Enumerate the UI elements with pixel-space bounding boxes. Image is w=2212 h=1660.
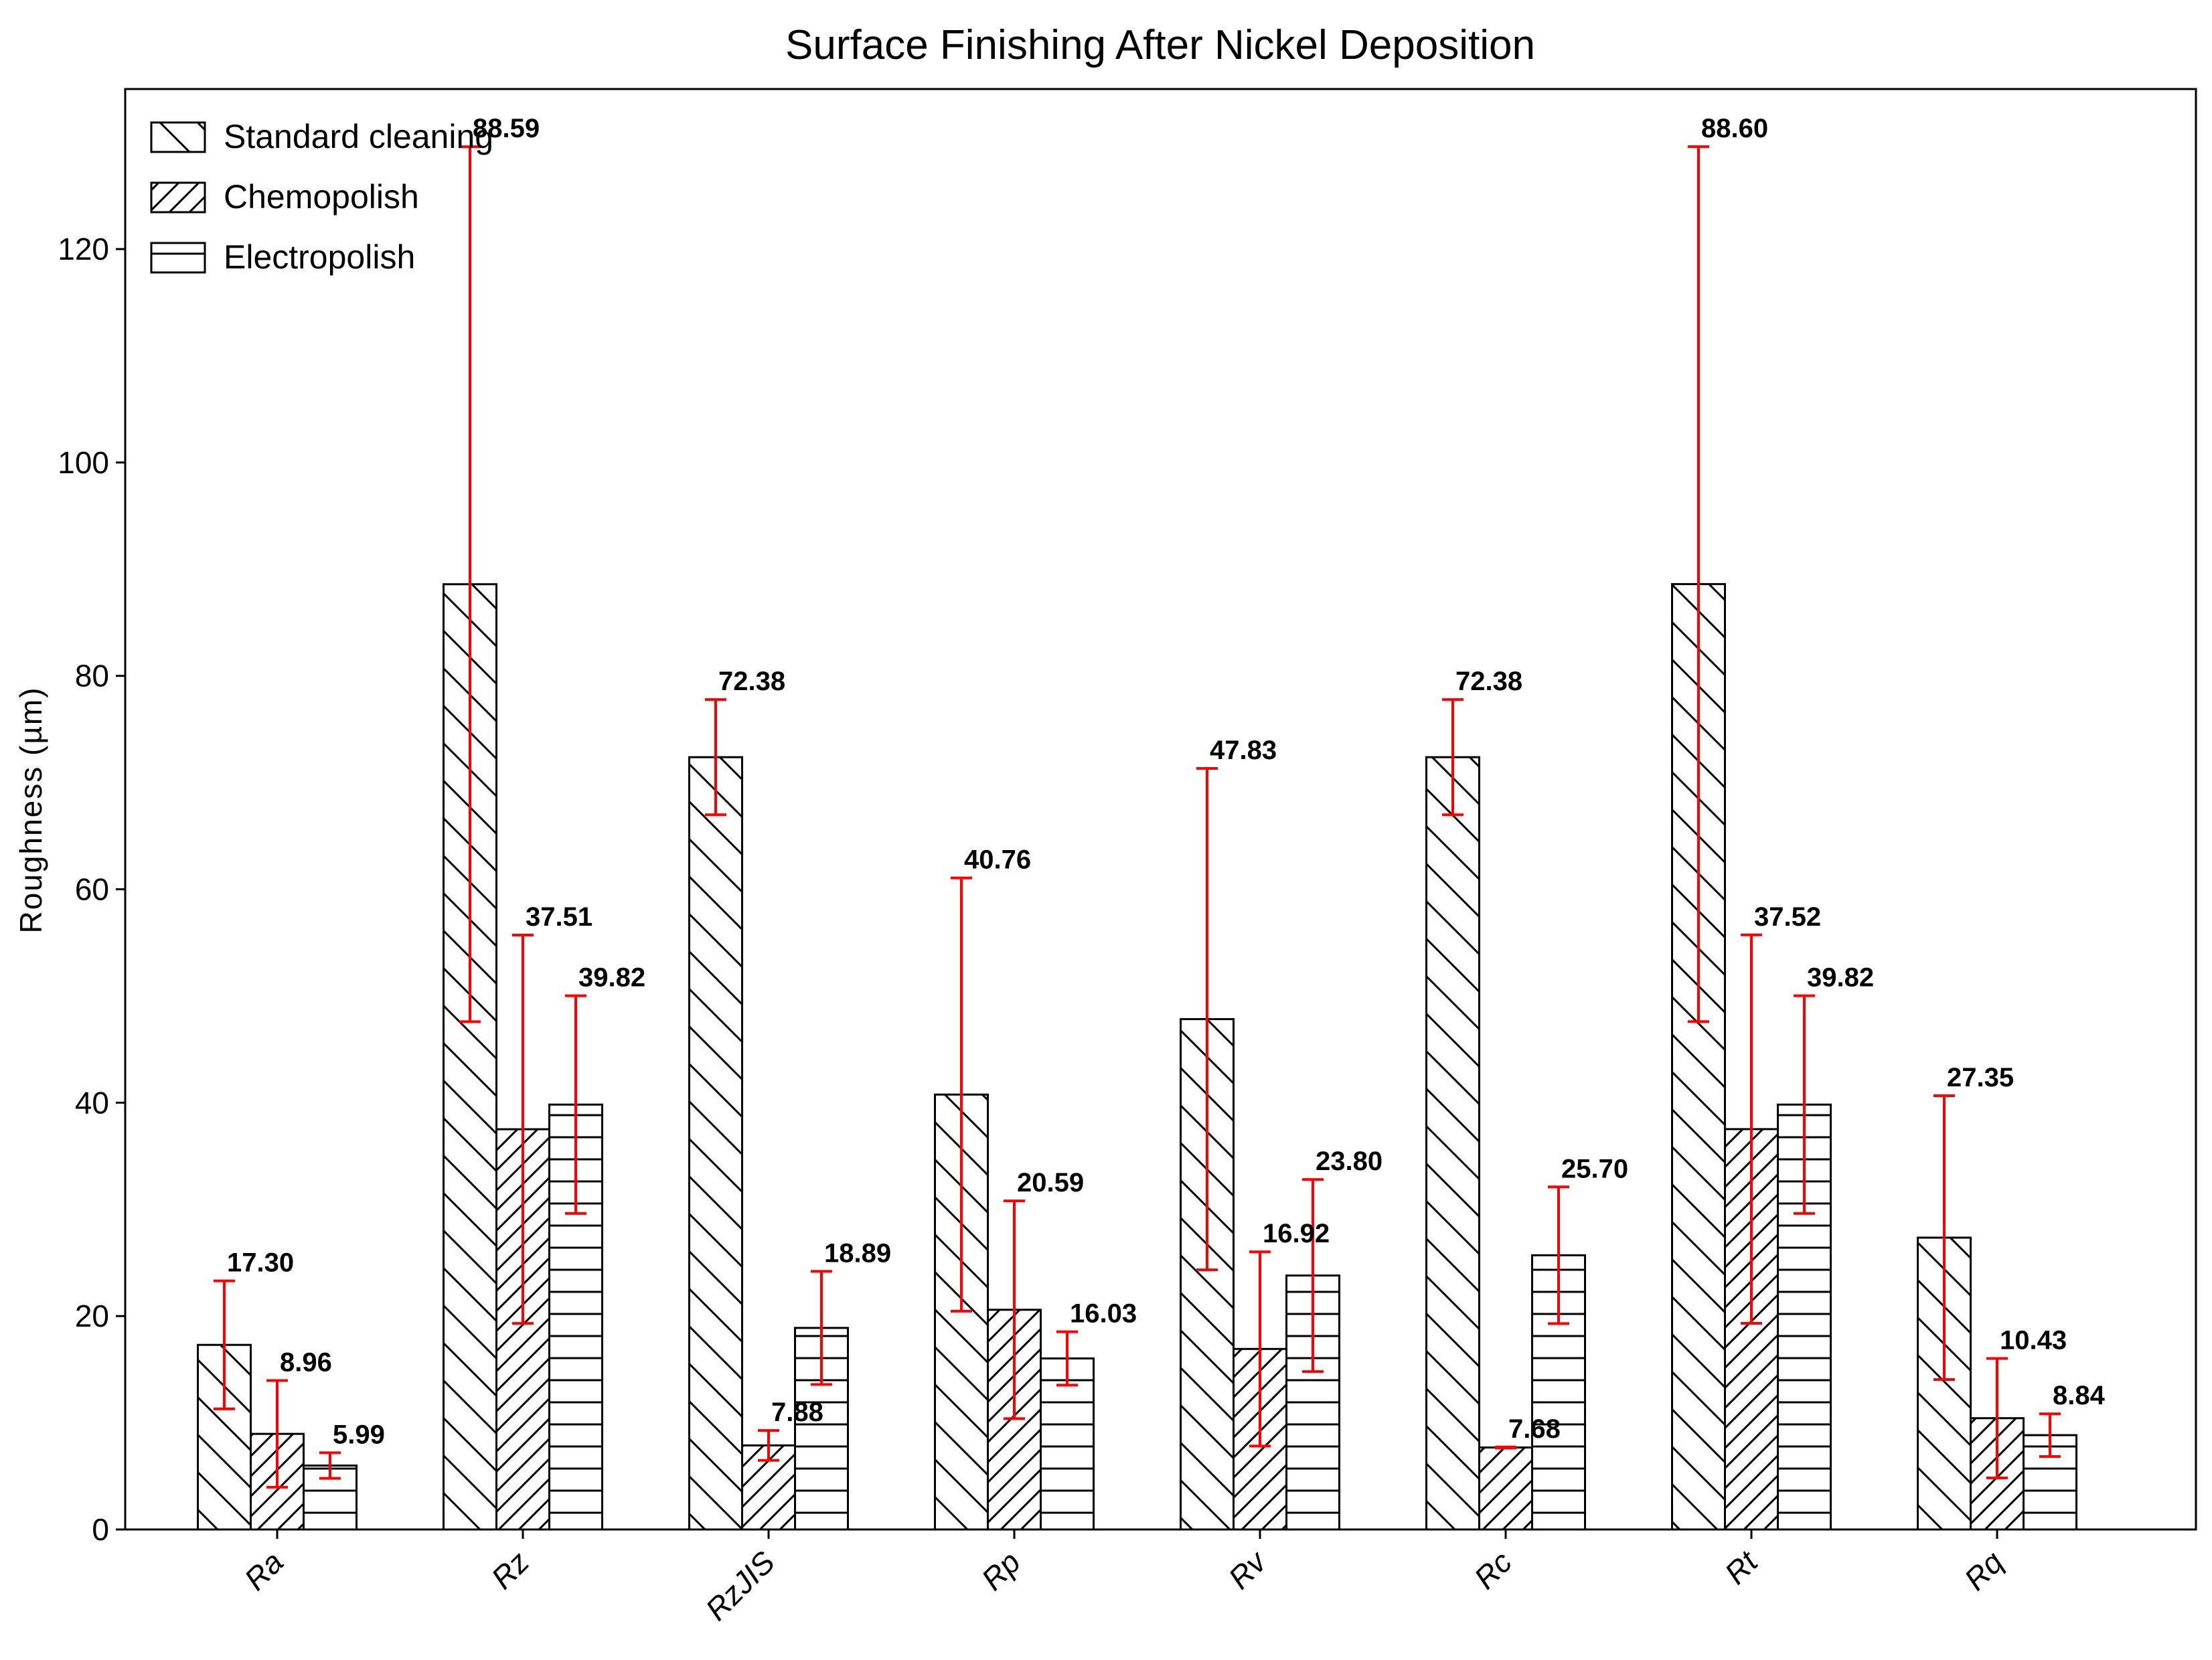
data-label-electropolish-rp: 16.03 <box>1070 1299 1137 1329</box>
error-bar-standard-cleaning-rq <box>1933 1094 1955 1382</box>
bar-electropolish-rp <box>1040 1357 1095 1531</box>
data-label-standard-cleaning-rc: 72.38 <box>1455 667 1522 696</box>
error-bar-standard-cleaning-rp <box>951 876 972 1313</box>
error-bar-electropolish-rp <box>1056 1330 1078 1387</box>
error-bar-chemopolish-rv <box>1249 1250 1271 1448</box>
bar-electropolish-rzjis <box>794 1327 849 1531</box>
y-tick-label: 0 <box>92 1512 109 1547</box>
y-tick-label: 80 <box>75 659 109 693</box>
error-bar-chemopolish-rq <box>1986 1357 2008 1480</box>
data-label-standard-cleaning-rzjis: 72.38 <box>718 667 785 696</box>
error-bar-electropolish-rzjis <box>811 1270 832 1386</box>
data-label-chemopolish-rz: 37.51 <box>526 902 592 932</box>
legend: Standard cleaning Chemopolish Electropolis… <box>150 118 493 276</box>
error-bar-electropolish-rv <box>1302 1178 1324 1374</box>
legend-swatch-chemopolish <box>150 181 206 214</box>
data-label-standard-cleaning-rt: 88.60 <box>1701 114 1768 143</box>
error-bar-electropolish-rc <box>1548 1185 1569 1325</box>
bar-standard-cleaning-rc <box>1425 756 1480 1531</box>
y-tick-label: 120 <box>58 232 109 266</box>
x-tick-label-rq: Rq <box>1958 1544 2010 1597</box>
legend-label-standard-cleaning: Standard cleaning <box>224 118 493 155</box>
data-label-chemopolish-rv: 16.92 <box>1263 1219 1330 1248</box>
y-tick-label: 60 <box>75 872 109 907</box>
y-axis-label: Roughness (µm) <box>13 687 48 934</box>
x-tick-label-rz: Rz <box>485 1544 536 1596</box>
error-bar-electropolish-rz <box>565 994 586 1215</box>
data-label-electropolish-rzjis: 18.89 <box>824 1238 891 1268</box>
x-tick-label-rp: Rp <box>975 1544 1027 1596</box>
data-label-standard-cleaning-rq: 27.35 <box>1947 1063 2014 1092</box>
error-bar-chemopolish-rzjis <box>758 1429 779 1462</box>
error-bar-standard-cleaning-rz <box>459 145 481 1023</box>
legend-label-chemopolish: Chemopolish <box>224 178 419 216</box>
data-label-chemopolish-rt: 37.52 <box>1754 902 1821 932</box>
legend-swatch-standard-cleaning <box>150 121 206 153</box>
error-bar-standard-cleaning-rv <box>1196 766 1218 1272</box>
data-label-electropolish-rq: 8.84 <box>2053 1381 2106 1410</box>
legend-swatch-electropolish <box>150 242 206 274</box>
error-bar-chemopolish-rp <box>1004 1199 1025 1420</box>
data-label-standard-cleaning-rz: 88.59 <box>473 114 540 143</box>
data-label-electropolish-rc: 25.70 <box>1561 1154 1628 1183</box>
x-tick-label-rc: Rc <box>1468 1544 1519 1596</box>
legend-label-electropolish: Electropolish <box>224 238 415 276</box>
data-label-chemopolish-rzjis: 7.88 <box>771 1398 823 1427</box>
data-label-standard-cleaning-rp: 40.76 <box>964 845 1031 875</box>
data-label-electropolish-rt: 39.82 <box>1807 963 1874 993</box>
data-label-chemopolish-rc: 7.68 <box>1508 1414 1561 1444</box>
error-bar-electropolish-rq <box>2039 1412 2061 1458</box>
plot-frame <box>124 88 2197 1531</box>
error-bar-chemopolish-rt <box>1741 933 1762 1325</box>
error-bar-standard-cleaning-rzjis <box>705 698 726 817</box>
data-label-chemopolish-rq: 10.43 <box>2000 1325 2067 1355</box>
bar-chemopolish-rc <box>1478 1446 1533 1531</box>
error-bar-standard-cleaning-rc <box>1442 698 1464 817</box>
x-tick-label-rv: Rv <box>1222 1543 1275 1596</box>
data-label-standard-cleaning-rv: 47.83 <box>1210 736 1277 765</box>
x-tick-label-rzjis: RzJIS <box>699 1544 782 1627</box>
error-bar-standard-cleaning-ra <box>214 1279 235 1410</box>
chart-title: Surface Finishing After Nickel Depositio… <box>785 22 1535 68</box>
bar-standard-cleaning-rzjis <box>688 756 743 1531</box>
error-bar-standard-cleaning-rt <box>1688 145 1709 1023</box>
error-bar-electropolish-ra <box>319 1451 341 1480</box>
data-label-standard-cleaning-ra: 17.30 <box>227 1248 294 1278</box>
data-label-chemopolish-rp: 20.59 <box>1017 1168 1084 1197</box>
error-bar-chemopolish-rz <box>512 933 534 1325</box>
y-tick-label: 20 <box>75 1299 109 1333</box>
error-bar-electropolish-rt <box>1794 994 1815 1215</box>
y-tick-label: 40 <box>75 1085 109 1120</box>
y-tick-label: 100 <box>58 445 109 480</box>
data-label-electropolish-rv: 23.80 <box>1316 1147 1382 1176</box>
data-label-chemopolish-ra: 8.96 <box>280 1347 332 1377</box>
x-tick-label-ra: Ra <box>238 1544 290 1596</box>
error-bar-chemopolish-rc <box>1495 1445 1516 1450</box>
data-label-electropolish-rz: 39.82 <box>578 963 645 993</box>
error-bar-chemopolish-ra <box>266 1379 288 1489</box>
x-tick-label-rt: Rt <box>1718 1544 1765 1591</box>
data-label-electropolish-ra: 5.99 <box>333 1420 385 1449</box>
